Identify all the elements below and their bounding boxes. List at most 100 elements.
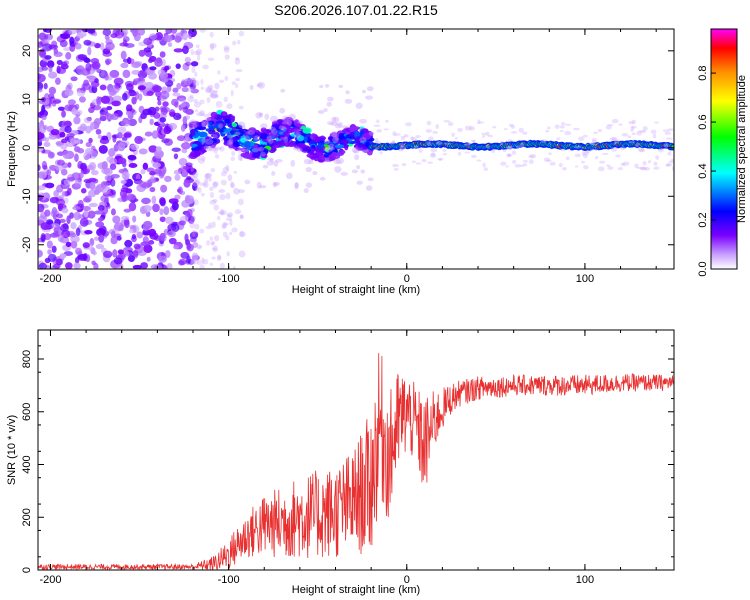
heatmap-cell [194,109,199,113]
heatmap-cell [163,206,170,216]
heatmap-cell [258,113,264,118]
heatmap-cell [114,30,125,39]
heatmap-cell [258,112,264,116]
heatmap-cell [260,151,266,157]
heatmap-cell [211,221,216,229]
heatmap-cell [543,157,551,162]
heatmap-cell [204,173,212,178]
heatmap-cell [352,149,360,154]
heatmap-cell [45,182,55,189]
heatmap-cell [630,125,637,129]
heatmap-cell [38,164,41,171]
heatmap-cell [68,29,77,35]
heatmap-cell [454,137,458,140]
heatmap-cell [174,174,181,181]
heatmap-cell [187,259,195,265]
heatmap-cell [574,145,582,149]
heatmap-cell [279,107,286,114]
heatmap-cell [205,138,214,145]
heatmap-cell [152,203,160,213]
heatmap-cell [491,148,495,154]
heatmap-cell [235,83,239,89]
heatmap-cell [225,164,230,171]
snr-y-tick-label: 200 [21,508,33,526]
heatmap-cell [267,157,273,161]
heatmap-cell [650,129,657,135]
heatmap-cell [547,126,551,130]
heatmap-cell [481,134,486,138]
heatmap-cell [159,106,167,111]
heatmap-cell [642,126,648,131]
heatmap-cell [425,128,432,133]
heatmap-cell [102,250,113,259]
heatmap-cell [124,43,135,48]
heatmap-cell [583,151,589,156]
heatmap-cell [203,113,210,118]
heatmap-cell [73,211,81,221]
heatmap-cell [223,96,228,103]
heatmap-cell [212,247,217,251]
heatmap-cell [110,113,119,121]
snr-x-tick-label: -200 [39,574,61,586]
heatmap-cell [617,167,624,171]
heatmap-cell [75,54,86,62]
heatmap-cell [42,43,53,52]
heatmap-cell [91,260,96,265]
heatmap-cell [199,228,205,234]
heatmap-cell [522,131,528,135]
heatmap-cell [46,169,52,176]
heatmap-cell [38,50,47,58]
heatmap-cell [199,110,205,116]
heatmap-cell [230,115,236,120]
heatmap-cell [238,250,246,258]
heatmap-cell [146,256,151,262]
heatmap-cell [437,157,444,161]
heatmap-cell [630,129,634,132]
heatmap-cell [597,128,602,133]
heatmap-cell [331,116,337,123]
heatmap-cell [140,262,149,269]
heatmap-cell [260,123,268,129]
heatmap-cell [224,54,230,60]
heatmap-cell [239,214,244,220]
heatmap-cell [168,237,177,245]
heatmap-cell [231,227,238,233]
heatmap-cell [84,57,91,64]
heatmap-cell [121,184,129,190]
heatmap-cell [110,230,116,238]
heatmap-cell [528,159,534,165]
heatmap-cell [77,148,85,154]
heatmap-cell [206,240,210,246]
heatmap-cell [187,87,194,93]
heatmap-cell [226,133,233,138]
heatmap-cell [258,185,267,189]
heatmap-cell [188,29,197,38]
heatmap-cell [558,162,563,168]
heatmap-cell [160,184,168,193]
heatmap-cell [99,84,107,91]
heatmap-cell [286,127,294,134]
heatmap-cell [140,168,146,175]
heatmap-cell [310,155,318,159]
heatmap-cell [324,83,330,88]
heatmap-cell [209,144,217,152]
heatmap-cell [256,83,263,88]
heatmap-cell [503,149,507,153]
heatmap-cell [207,84,214,89]
heatmap-cell [192,182,198,191]
heatmap-cell [231,122,238,128]
heatmap-cell [159,117,167,123]
heatmap-cell [200,78,204,85]
heatmap-cell [338,149,346,155]
heatmap-cell [42,29,48,33]
heatmap-cell [124,239,133,248]
heatmap-cell [245,134,253,140]
heatmap-cell [351,169,358,174]
heatmap-cell [205,87,212,93]
heatmap-cell [89,181,96,191]
spectrogram-y-tick-label: -20 [21,237,33,253]
heatmap-cell [591,139,598,143]
heatmap-cell [236,147,242,151]
heatmap-cell [201,120,206,128]
heatmap-cell [340,139,350,145]
